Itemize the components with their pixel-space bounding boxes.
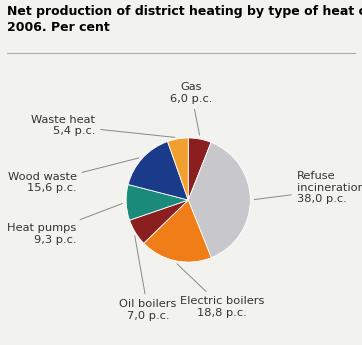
- Text: Gas
6,0 p.c.: Gas 6,0 p.c.: [170, 82, 212, 135]
- Text: Refuse
incineration plant
38,0 p.c.: Refuse incineration plant 38,0 p.c.: [254, 171, 362, 204]
- Wedge shape: [130, 200, 188, 243]
- Wedge shape: [168, 138, 188, 200]
- Text: Oil boilers
7,0 p.c.: Oil boilers 7,0 p.c.: [119, 236, 177, 321]
- Wedge shape: [188, 142, 250, 258]
- Text: Waste heat
5,4 p.c.: Waste heat 5,4 p.c.: [31, 115, 175, 137]
- Wedge shape: [188, 138, 211, 200]
- Wedge shape: [144, 200, 211, 262]
- Text: Net production of district heating by type of heat central.
2006. Per cent: Net production of district heating by ty…: [7, 5, 362, 34]
- Text: Electric boilers
18,8 p.c.: Electric boilers 18,8 p.c.: [177, 264, 265, 318]
- Text: Heat pumps
9,3 p.c.: Heat pumps 9,3 p.c.: [7, 204, 122, 245]
- Wedge shape: [128, 141, 188, 200]
- Wedge shape: [126, 185, 188, 220]
- Text: Wood waste
15,6 p.c.: Wood waste 15,6 p.c.: [8, 158, 139, 194]
